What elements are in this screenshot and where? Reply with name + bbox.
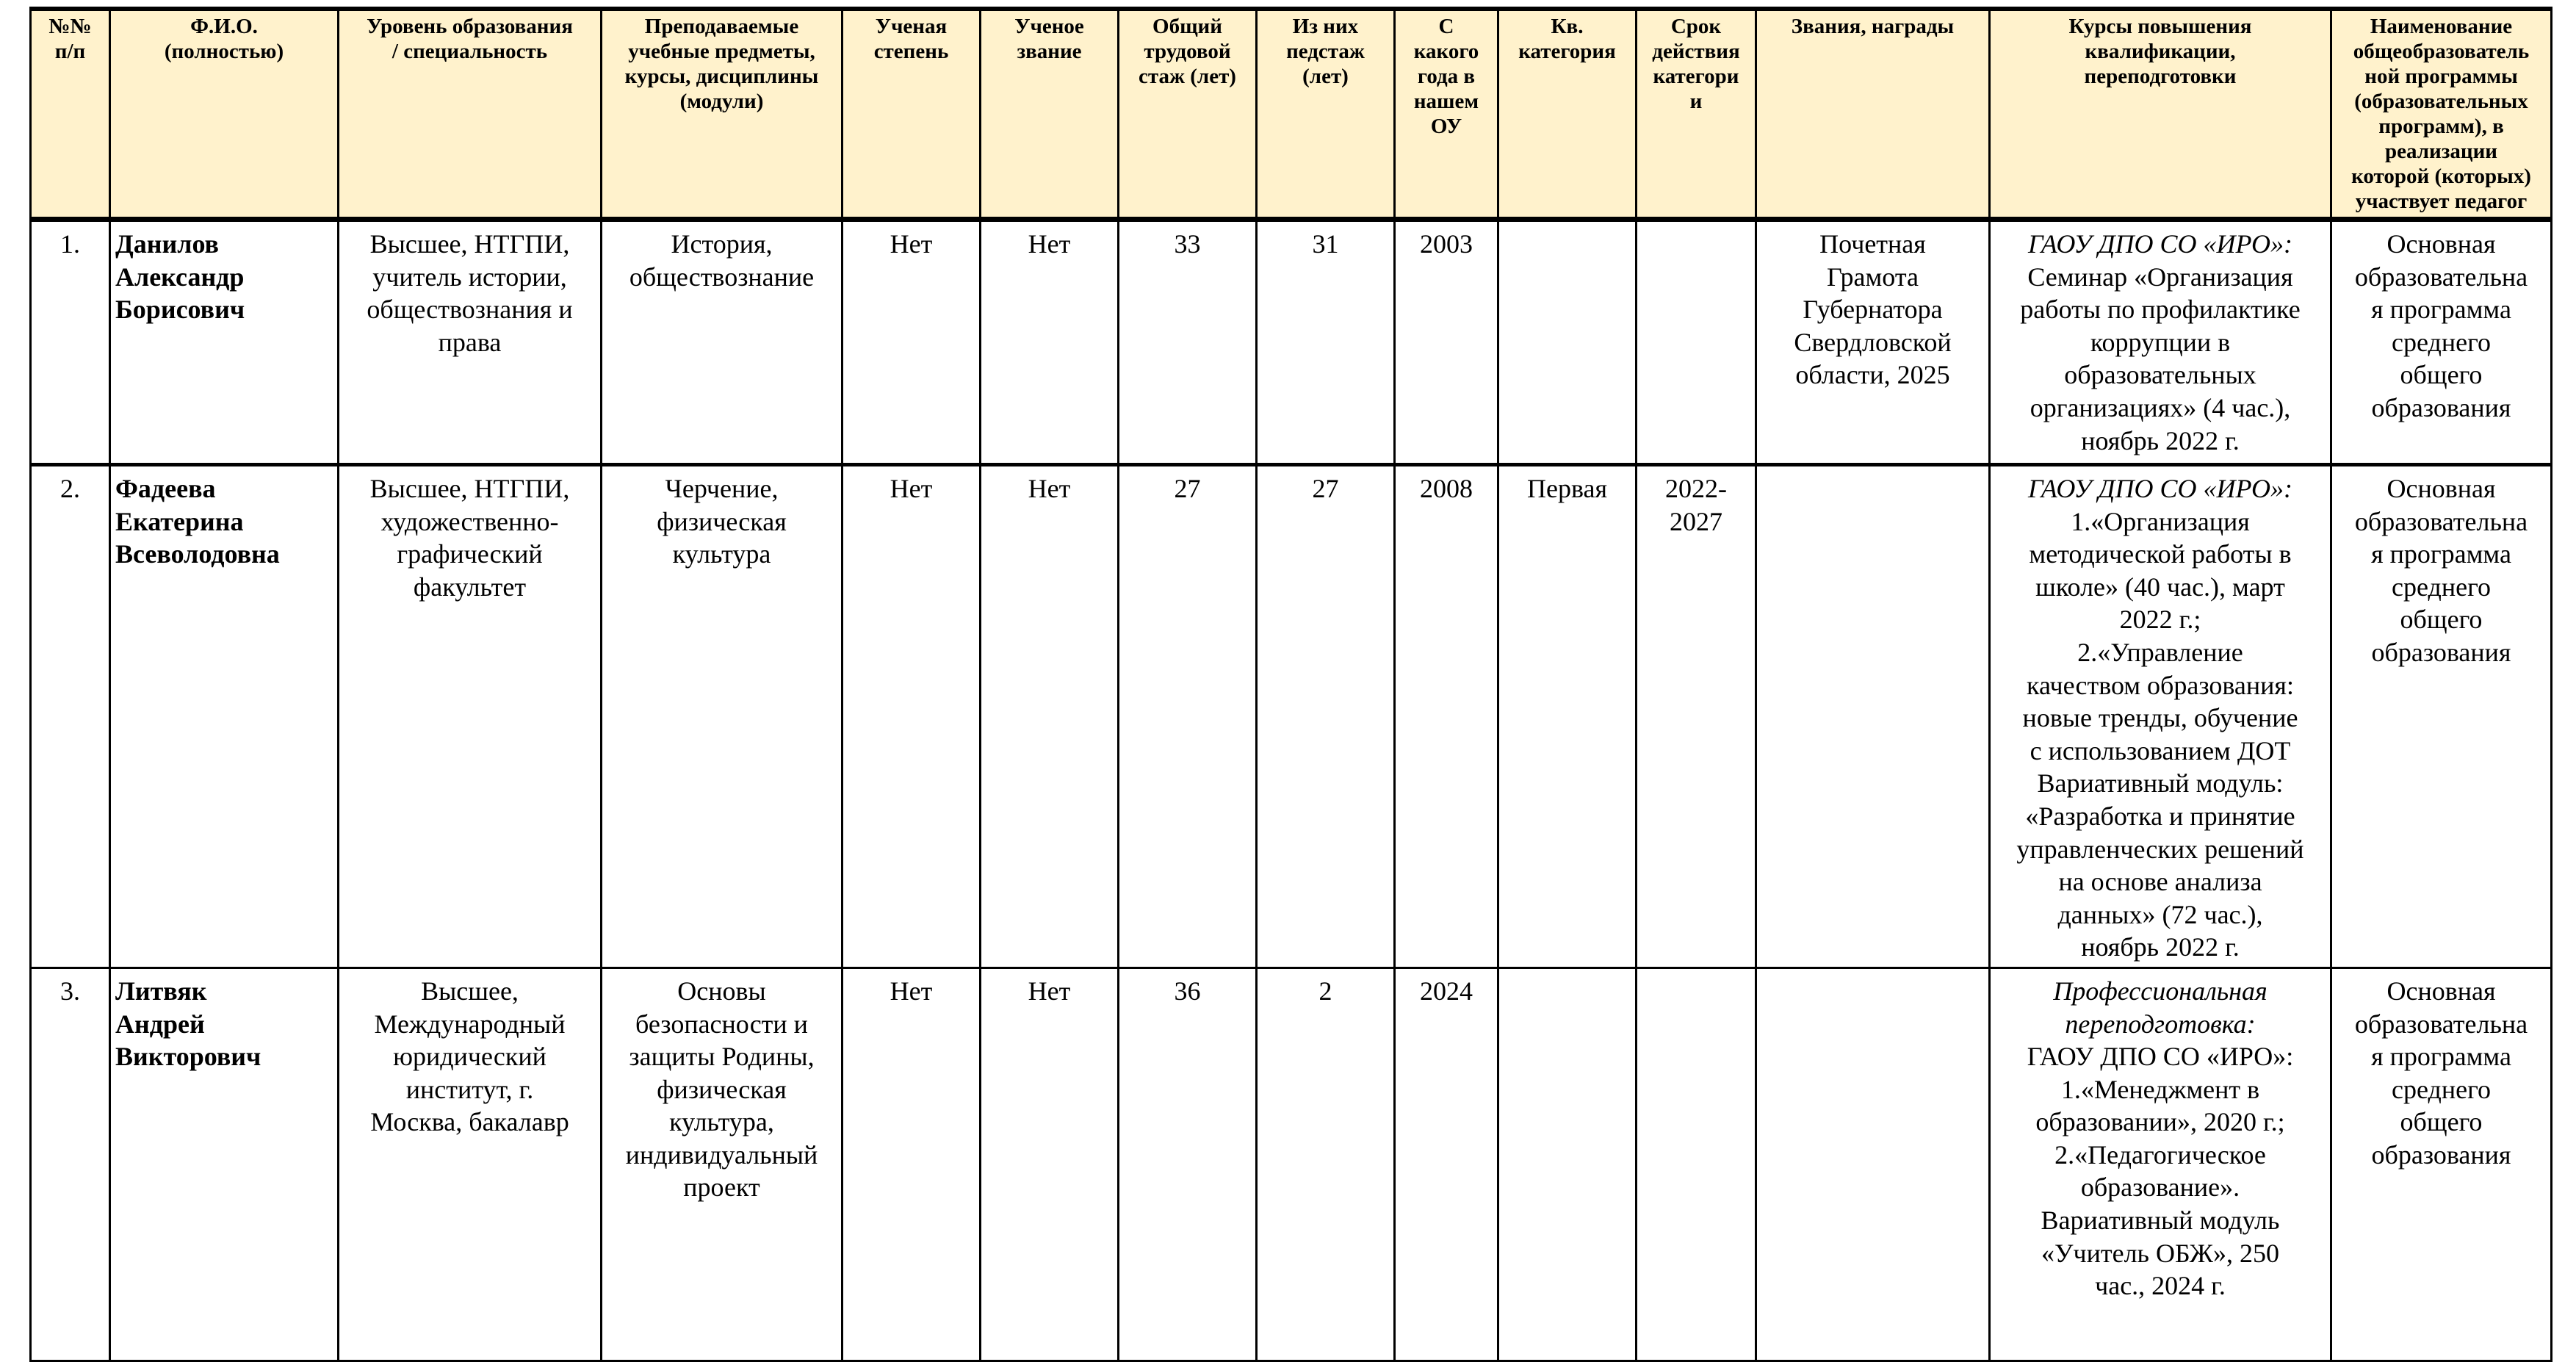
cell-degree: Нет — [841, 464, 981, 969]
courses-provider: ГАОУ ДПО СО «ИРО»: — [2028, 474, 2292, 503]
header-num: №№ п/п — [29, 7, 111, 222]
cell-awards — [1755, 464, 1991, 969]
cell-education: Высшее, НТГПИ, учитель истории, общество… — [337, 218, 602, 466]
cell-total-exp: 33 — [1117, 218, 1258, 466]
header-education: Уровень образования / специальность — [337, 7, 602, 222]
header-courses: Курсы повышения квалификации, переподгот… — [1988, 7, 2332, 222]
staff-table: №№ п/п Ф.И.О. (полностью) Уровень образо… — [29, 7, 2552, 1362]
courses-text: ГАОУ ДПО СО «ИРО»: 1.«Менеджмент в образ… — [2027, 1042, 2294, 1301]
header-ped-exp: Из них педстаж (лет) — [1255, 7, 1396, 222]
courses-provider: ГАОУ ДПО СО «ИРО»: — [2028, 229, 2292, 259]
cell-fio: Данилов Александр Борисович — [109, 218, 339, 466]
cell-num: 3. — [29, 966, 111, 1362]
header-category-term: Срок действия категори и — [1635, 7, 1757, 222]
cell-since: 2024 — [1393, 966, 1499, 1362]
cell-total-exp: 36 — [1117, 966, 1258, 1362]
table-row: 3. Литвяк Андрей Викторович Высшее, Межд… — [29, 966, 2552, 1362]
cell-fio: Литвяк Андрей Викторович — [109, 966, 339, 1362]
cell-title: Нет — [979, 464, 1119, 969]
cell-subjects: История, обществознание — [600, 218, 843, 466]
header-category: Кв. категория — [1497, 7, 1637, 222]
header-fio: Ф.И.О. (полностью) — [109, 7, 339, 222]
cell-courses: Профессиональная переподготовка: ГАОУ ДП… — [1988, 966, 2332, 1362]
header-awards: Звания, награды — [1755, 7, 1991, 222]
cell-category-term — [1635, 218, 1757, 466]
courses-text: 1.«Организация методической работы в шко… — [2016, 506, 2304, 962]
table-row: 1. Данилов Александр Борисович Высшее, Н… — [29, 218, 2552, 466]
cell-category-term: 2022- 2027 — [1635, 464, 1757, 969]
cell-ped-exp: 27 — [1255, 464, 1396, 969]
cell-education: Высшее, НТГПИ, художественно- графически… — [337, 464, 602, 969]
cell-fio: Фадеева Екатерина Всеволодовна — [109, 464, 339, 969]
table-row: 2. Фадеева Екатерина Всеволодовна Высшее… — [29, 464, 2552, 969]
courses-text: Семинар «Организация работы по профилакт… — [2020, 262, 2301, 455]
cell-program: Основная образовательна я программа сред… — [2330, 966, 2552, 1362]
header-since: С какого года в нашем ОУ — [1393, 7, 1499, 222]
cell-category — [1497, 218, 1637, 466]
cell-num: 1. — [29, 218, 111, 466]
cell-total-exp: 27 — [1117, 464, 1258, 969]
cell-since: 2008 — [1393, 464, 1499, 969]
cell-title: Нет — [979, 218, 1119, 466]
cell-title: Нет — [979, 966, 1119, 1362]
cell-category — [1497, 966, 1637, 1362]
cell-category-term — [1635, 966, 1757, 1362]
courses-provider: Профессиональная переподготовка: — [2053, 976, 2267, 1039]
cell-ped-exp: 2 — [1255, 966, 1396, 1362]
cell-education: Высшее, Международный юридический инстит… — [337, 966, 602, 1362]
cell-awards: Почетная Грамота Губернатора Свердловско… — [1755, 218, 1991, 466]
header-title: Ученое звание — [979, 7, 1119, 222]
cell-program: Основная образовательна я программа сред… — [2330, 218, 2552, 466]
cell-awards — [1755, 966, 1991, 1362]
cell-courses: ГАОУ ДПО СО «ИРО»: 1.«Организация методи… — [1988, 464, 2332, 969]
cell-subjects: Основы безопасности и защиты Родины, физ… — [600, 966, 843, 1362]
header-total-exp: Общий трудовой стаж (лет) — [1117, 7, 1258, 222]
header-degree: Ученая степень — [841, 7, 981, 222]
cell-since: 2003 — [1393, 218, 1499, 466]
cell-degree: Нет — [841, 218, 981, 466]
cell-category: Первая — [1497, 464, 1637, 969]
header-subjects: Преподаваемые учебные предметы, курсы, д… — [600, 7, 843, 222]
cell-subjects: Черчение, физическая культура — [600, 464, 843, 969]
cell-num: 2. — [29, 464, 111, 969]
cell-degree: Нет — [841, 966, 981, 1362]
header-row: №№ п/п Ф.И.О. (полностью) Уровень образо… — [29, 7, 2552, 222]
cell-program: Основная образовательна я программа сред… — [2330, 464, 2552, 969]
cell-courses: ГАОУ ДПО СО «ИРО»: Семинар «Организация … — [1988, 218, 2332, 466]
header-program: Наименование общеобразователь ной програ… — [2330, 7, 2552, 222]
cell-ped-exp: 31 — [1255, 218, 1396, 466]
